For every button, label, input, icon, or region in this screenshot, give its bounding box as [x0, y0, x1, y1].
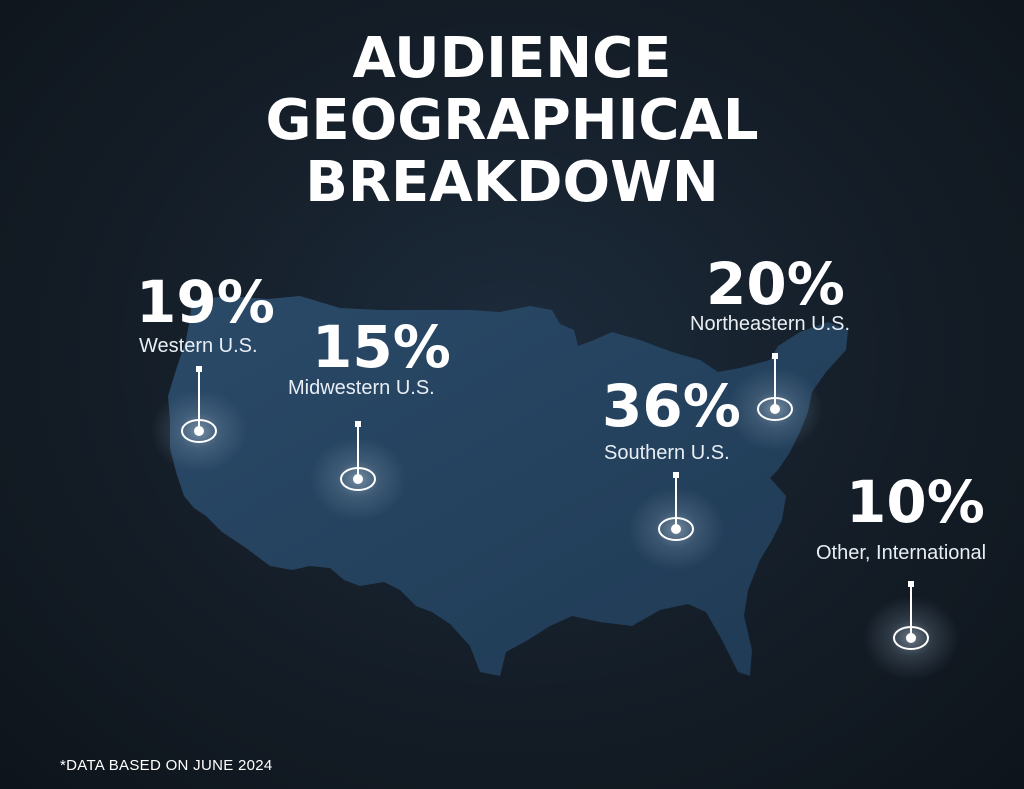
- marker-cap: [355, 421, 361, 427]
- footnote: *DATA BASED ON JUNE 2024: [60, 757, 273, 774]
- marker-cap: [196, 366, 202, 372]
- marker-ring: [658, 517, 694, 541]
- title-line-3: BREAKDOWN: [305, 150, 719, 215]
- marker-international: [863, 581, 959, 680]
- marker-midwestern: [310, 421, 406, 521]
- region-midwestern-label: Midwestern U.S.: [288, 377, 435, 399]
- marker-cap: [908, 581, 914, 587]
- region-midwestern-percent: 15%: [312, 313, 451, 381]
- marker-cap: [772, 353, 778, 359]
- marker-dot: [671, 524, 681, 534]
- region-northeastern-label: Northeastern U.S.: [690, 313, 851, 335]
- region-international-label: Other, International: [816, 542, 987, 564]
- region-southern-percent: 36%: [602, 372, 741, 440]
- region-southern-label: Southern U.S.: [604, 442, 730, 464]
- marker-ring: [181, 419, 217, 443]
- marker-western: [151, 366, 247, 473]
- region-international-percent: 10%: [846, 468, 985, 536]
- marker-cap: [673, 472, 679, 478]
- marker-dot: [353, 474, 363, 484]
- region-western-percent: 19%: [136, 268, 275, 336]
- marker-ring: [340, 467, 376, 491]
- marker-northeastern: [727, 353, 823, 451]
- title-line-2: GEOGRAPHICAL: [265, 88, 759, 153]
- marker-dot: [770, 404, 780, 414]
- marker-dot: [194, 426, 204, 436]
- region-western-label: Western U.S.: [139, 335, 258, 357]
- marker-ring: [893, 626, 929, 650]
- marker-southern: [628, 472, 724, 571]
- marker-dot: [906, 633, 916, 643]
- region-northeastern-percent: 20%: [706, 250, 845, 318]
- title-line-1: AUDIENCE: [352, 26, 672, 91]
- page-title: AUDIENCE GEOGRAPHICAL BREAKDOWN: [0, 28, 1024, 214]
- marker-ring: [757, 397, 793, 421]
- region-markers: [151, 353, 959, 680]
- us-map-shape: [168, 296, 848, 676]
